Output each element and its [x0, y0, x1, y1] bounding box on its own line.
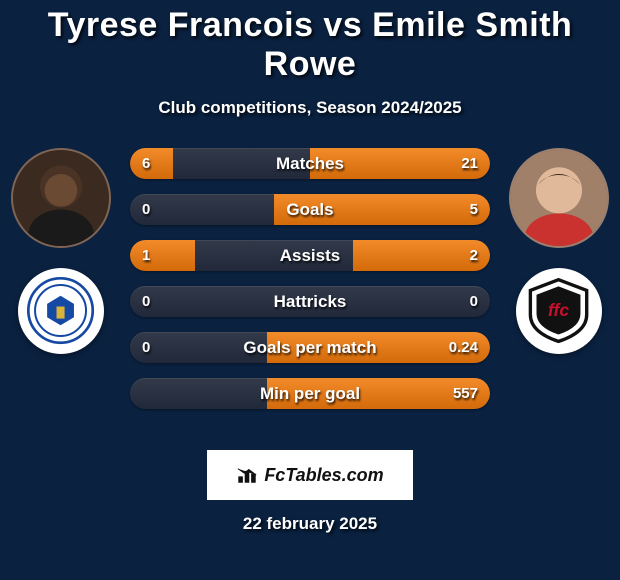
bar-fill-right [353, 240, 490, 271]
right-player-avatar [509, 148, 609, 248]
stat-value-left: 0 [142, 332, 150, 363]
brand-badge: FcTables.com [207, 450, 413, 500]
bar-fill-left [130, 148, 173, 179]
fulham-badge-icon: ffc [525, 277, 592, 344]
stat-value-right: 0 [470, 286, 478, 317]
person-icon [511, 150, 607, 246]
person-icon [13, 150, 109, 246]
bar-fill-right [274, 194, 490, 225]
date-text: 22 february 2025 [0, 514, 620, 534]
stat-label: Hattricks [130, 286, 490, 317]
subtitle: Club competitions, Season 2024/2025 [0, 98, 620, 118]
left-club-badge [18, 268, 104, 354]
page-title: Tyrese Francois vs Emile Smith Rowe [0, 0, 620, 84]
bar-fill-right [310, 148, 490, 179]
bar-fill-right [267, 332, 490, 363]
stat-row: Goals05 [130, 194, 490, 225]
right-club-badge: ffc [516, 268, 602, 354]
comparison-panel: ffc Matches621Goals05Assists12Hattricks0… [0, 148, 620, 428]
left-player-avatar [11, 148, 111, 248]
stat-bars: Matches621Goals05Assists12Hattricks00Goa… [130, 148, 490, 409]
stat-value-left: 0 [142, 286, 150, 317]
right-player-column: ffc [504, 148, 614, 354]
bar-fill-right [267, 378, 490, 409]
stat-row: Matches621 [130, 148, 490, 179]
svg-text:ffc: ffc [548, 300, 569, 320]
stat-row: Min per goal557 [130, 378, 490, 409]
chart-icon [236, 464, 258, 486]
stat-row: Goals per match00.24 [130, 332, 490, 363]
stat-row: Assists12 [130, 240, 490, 271]
left-player-column [6, 148, 116, 354]
wigan-badge-icon [27, 277, 94, 344]
bar-fill-left [130, 240, 195, 271]
stat-row: Hattricks0 0 [130, 286, 490, 317]
brand-text: FcTables.com [264, 465, 383, 486]
stat-value-left: 0 [142, 194, 150, 225]
